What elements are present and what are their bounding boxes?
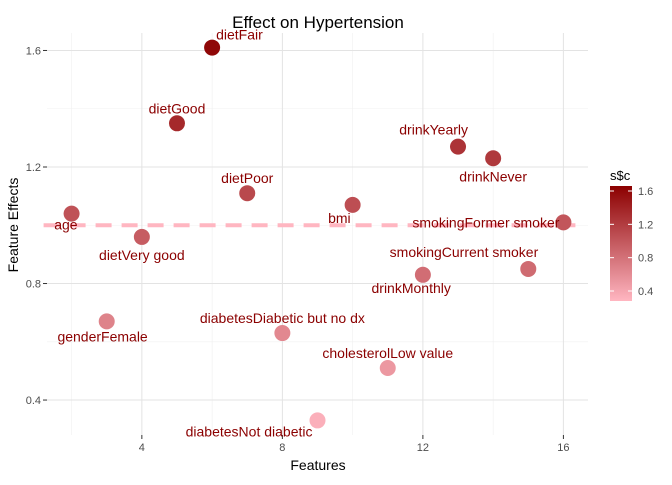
data-point	[274, 325, 291, 342]
x-tick-label: 16	[557, 442, 569, 454]
data-point	[168, 115, 185, 132]
point-label: age	[54, 217, 78, 233]
point-label: diabetesDiabetic but no dx	[200, 310, 365, 326]
y-tick-label: 0.8	[26, 279, 41, 291]
plot-area: 4 8 12 16 0.4 0.8 1.2 1.6 age genderFemale dietVer…	[26, 27, 588, 454]
color-legend: s$c 0.4 0.8 1.2 1.6	[610, 168, 653, 301]
legend-colorbar	[610, 186, 632, 301]
point-label: genderFemale	[57, 328, 147, 344]
data-point	[344, 196, 361, 213]
point-label: smokingFormer smoker	[412, 214, 559, 230]
data-point	[450, 138, 467, 155]
y-axis-title: Feature Effects	[5, 178, 21, 273]
data-point	[98, 313, 115, 330]
chart-title: Effect on Hypertension	[232, 13, 404, 32]
x-axis-title: Features	[290, 457, 345, 473]
data-point	[414, 266, 431, 283]
data-point	[379, 360, 396, 376]
point-label: dietGood	[149, 100, 206, 116]
data-point	[133, 228, 150, 245]
data-point	[63, 205, 80, 222]
legend-tick-label: 0.8	[638, 253, 653, 265]
data-point	[239, 185, 256, 202]
point-label: diabetesNot diabetic	[186, 423, 313, 439]
data-point	[485, 150, 502, 167]
data-point	[520, 260, 537, 277]
point-label: dietPoor	[221, 170, 273, 186]
point-label: smokingCurrent smoker	[390, 244, 539, 260]
point-label: bmi	[328, 210, 351, 226]
legend-tick-label: 0.4	[638, 286, 653, 298]
legend-tick-label: 1.6	[638, 186, 653, 198]
data-point	[204, 39, 221, 56]
data-point	[309, 412, 326, 429]
point-label: drinkNever	[459, 168, 527, 184]
x-tick-label: 4	[139, 442, 145, 454]
point-label: cholesterolLow value	[322, 345, 453, 361]
point-label: dietFair	[216, 27, 263, 43]
x-tick-label: 8	[279, 442, 285, 454]
y-tick-label: 1.6	[26, 45, 41, 57]
point-label: drinkMonthly	[372, 280, 451, 296]
legend-title: s$c	[610, 168, 631, 183]
x-tick-label: 12	[417, 442, 429, 454]
data-point	[555, 214, 572, 231]
y-tick-label: 1.2	[26, 162, 41, 174]
legend-tick-label: 1.2	[638, 219, 653, 231]
point-label: drinkYearly	[399, 122, 468, 138]
y-tick-label: 0.4	[26, 395, 41, 407]
point-label: dietVery good	[99, 247, 185, 263]
panel-background	[47, 33, 588, 435]
